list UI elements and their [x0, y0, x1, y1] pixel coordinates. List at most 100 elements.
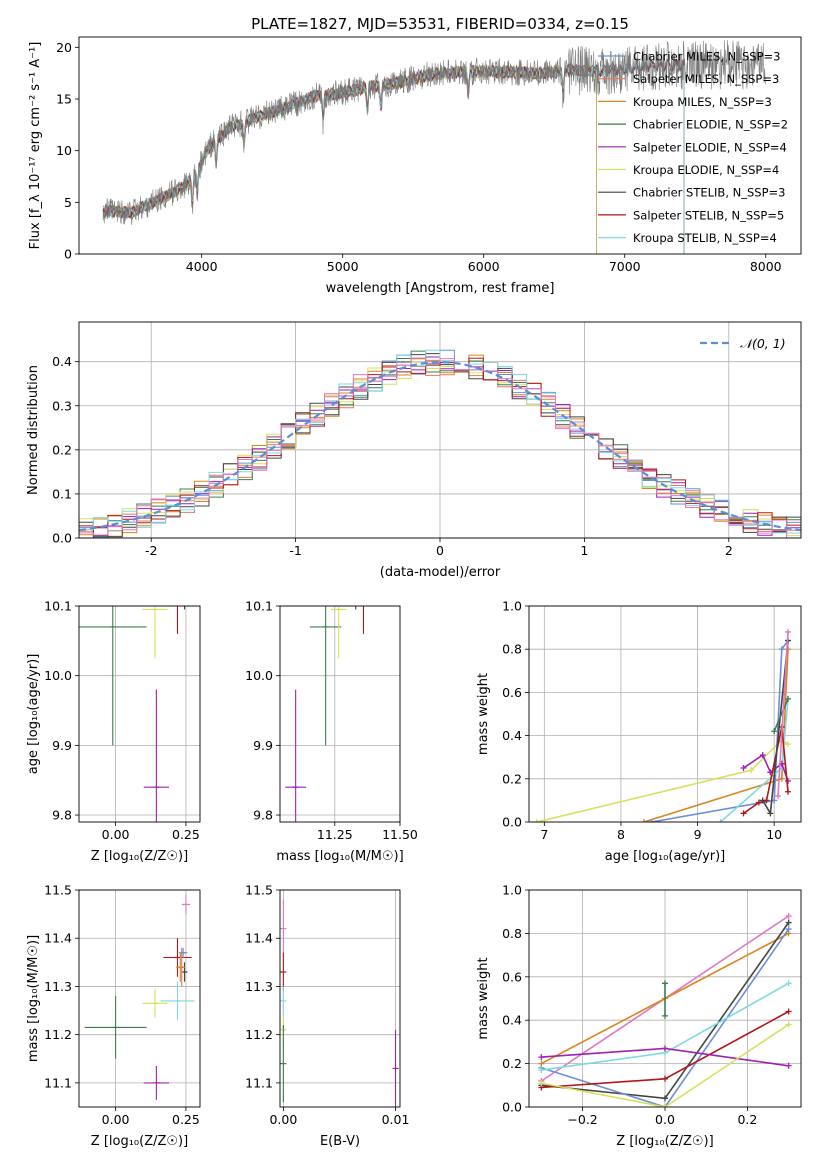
legend-label: Kroupa STELIB, N_SSP=4: [633, 231, 777, 245]
y-tick-label: 11.4: [245, 931, 273, 946]
weights-plot: [538, 913, 792, 1107]
y-axis-label: mass weight: [476, 957, 491, 1039]
normal-curve: [79, 360, 801, 532]
x-axis-label: (data-model)/error: [380, 565, 501, 580]
y-axis-label: Normed distribution: [26, 365, 41, 495]
weight-point: [785, 1008, 792, 1015]
weight-point: [759, 752, 766, 759]
y-tick-label: 0.6: [502, 685, 522, 700]
x-tick-label: 10: [766, 827, 782, 842]
y-tick-label: 5: [64, 195, 72, 210]
y-tick-label: 10: [56, 143, 72, 158]
weight-point: [784, 777, 791, 784]
x-tick-label: 0: [436, 543, 444, 558]
age-vs-z-panel: 0.00 0.25 9.8 9.9 10.0 10.1 Z [log₁₀(Z/Z☉)] age…: [26, 599, 201, 864]
legend-label: Salpeter STELIB, N_SSP=5: [633, 208, 784, 222]
y-tick-label: 10.0: [245, 668, 273, 683]
x-tick-label: −0.2: [567, 1112, 597, 1127]
weight-point: [784, 741, 791, 748]
age-vs-mass-panel: 11.25 11.50 9.8 9.9 10.0 10.1 mass [log₁₀(M/M☉…: [245, 599, 418, 865]
x-tick-label: 0.00: [269, 1112, 297, 1127]
y-tick-label: 0.2: [502, 771, 522, 786]
weight-point: [784, 788, 791, 795]
axes-frame: [528, 889, 802, 1108]
x-tick-label: 0.01: [382, 1112, 410, 1127]
weight-point: [784, 628, 791, 635]
mass-vs-ebv-panel: 0.00 0.01 11.1 11.2 11.3 11.4 11.5 E(B-V): [245, 883, 409, 1150]
y-tick-label: 0.8: [502, 642, 522, 657]
weight-line-8: [777, 631, 789, 797]
axes-frame: [279, 605, 401, 823]
x-axis-label: E(B-V): [320, 1134, 360, 1149]
x-tick-label: 7000: [609, 259, 641, 274]
x-tick-label: 7: [540, 827, 548, 842]
x-tick-label: 0.00: [102, 1112, 130, 1127]
weights-plot: [533, 628, 791, 822]
weight-point: [785, 980, 792, 987]
scatter-plot: [285, 606, 365, 822]
weight-point: [755, 799, 762, 806]
weight-point: [759, 797, 766, 804]
legend-label: Chabrier MILES, N_SSP=3: [633, 50, 780, 64]
weight-point: [717, 819, 724, 822]
y-axis-label: mass [log₁₀(M/M☉)]: [26, 935, 41, 1062]
x-axis-label: Z [log₁₀(Z/Z☉)]: [91, 849, 188, 864]
weight-point: [785, 926, 792, 933]
weight-point: [538, 1067, 545, 1074]
observed-spectrum: [102, 40, 766, 225]
weight-vs-age-panel: 7 8 9 10 0.0 0.2 0.4 0.6 0.8 1.0 age [log₁₀(age/yr…: [476, 599, 802, 864]
weight-point: [771, 728, 778, 735]
x-tick-label: 0.25: [172, 827, 200, 842]
weight-point: [775, 793, 782, 800]
spectrum-panel: 4000 5000 6000 7000 8000 0 5 10 15 20 wavelength […: [28, 36, 802, 296]
mass-vs-z-panel: 0.00 0.25 11.1 11.2 11.3 11.4 11.5 Z [log₁₀(Z/Z…: [26, 883, 201, 1149]
legend-label: Salpeter ELODIE, N_SSP=4: [633, 140, 787, 154]
y-tick-label: 1.0: [502, 599, 522, 614]
y-tick-label: 11.4: [44, 931, 72, 946]
scatter-plot: [280, 899, 399, 1107]
y-tick-label: 11.2: [245, 1027, 273, 1042]
scatter-plot: [79, 606, 186, 822]
residuals-panel: -2 -1 0 1 2 0.0 0.1 0.2 0.3 0.4 (data-model)/error…: [26, 321, 802, 580]
legend-label: Kroupa MILES, N_SSP=3: [633, 95, 772, 109]
x-tick-label: 0.0: [655, 1112, 675, 1127]
y-tick-label: 1.0: [502, 883, 522, 898]
weight-point: [640, 819, 647, 822]
weight-vs-z-panel: −0.2 0.0 0.2 0.0 0.2 0.4 0.6 0.8 1.0 Z [log₁₀(Z/Z…: [476, 883, 802, 1149]
y-tick-label: 0.8: [502, 926, 522, 941]
y-tick-label: 0.0: [502, 1100, 522, 1115]
weight-point: [538, 1080, 545, 1087]
weight-line-7: [541, 1023, 790, 1107]
x-tick-label: 8: [617, 827, 625, 842]
y-tick-label: 9.8: [253, 808, 273, 823]
y-tick-label: 10.0: [44, 668, 72, 683]
x-axis-label: Z [log₁₀(Z/Z☉)]: [91, 1134, 188, 1149]
axes-frame: [528, 605, 802, 823]
weight-point: [662, 1012, 668, 1019]
weight-point: [748, 767, 755, 774]
y-tick-label: 0.1: [52, 486, 72, 501]
weight-line-3: [541, 928, 790, 1107]
y-tick-label: 11.1: [245, 1075, 273, 1090]
y-tick-label: 11.1: [44, 1075, 72, 1090]
histogram-steps-9: [79, 357, 801, 538]
y-tick-label: 0.3: [52, 398, 72, 413]
y-axis-label: mass weight: [476, 673, 491, 755]
x-tick-label: 11.50: [382, 827, 418, 842]
x-tick-label: 5000: [327, 259, 359, 274]
y-tick-label: 9.9: [52, 738, 72, 753]
y-axis-label: age [log₁₀(age/yr)]: [26, 654, 41, 775]
weight-line-2: [651, 640, 789, 822]
x-tick-label: -1: [289, 543, 301, 558]
x-axis-label: age [log₁₀(age/yr)]: [605, 849, 726, 864]
y-tick-label: 11.5: [245, 883, 273, 898]
x-axis-label: wavelength [Angstrom, rest frame]: [326, 281, 555, 296]
y-tick-label: 9.9: [253, 738, 273, 753]
axes-frame: [279, 889, 401, 1108]
y-tick-label: 11.3: [245, 979, 273, 994]
x-axis-label: mass [log₁₀(M/M☉)]: [276, 849, 403, 864]
axes-frame: [78, 321, 802, 539]
x-tick-label: 11.25: [317, 827, 353, 842]
spectrum-plot: [102, 40, 766, 254]
x-tick-label: 1: [580, 543, 588, 558]
